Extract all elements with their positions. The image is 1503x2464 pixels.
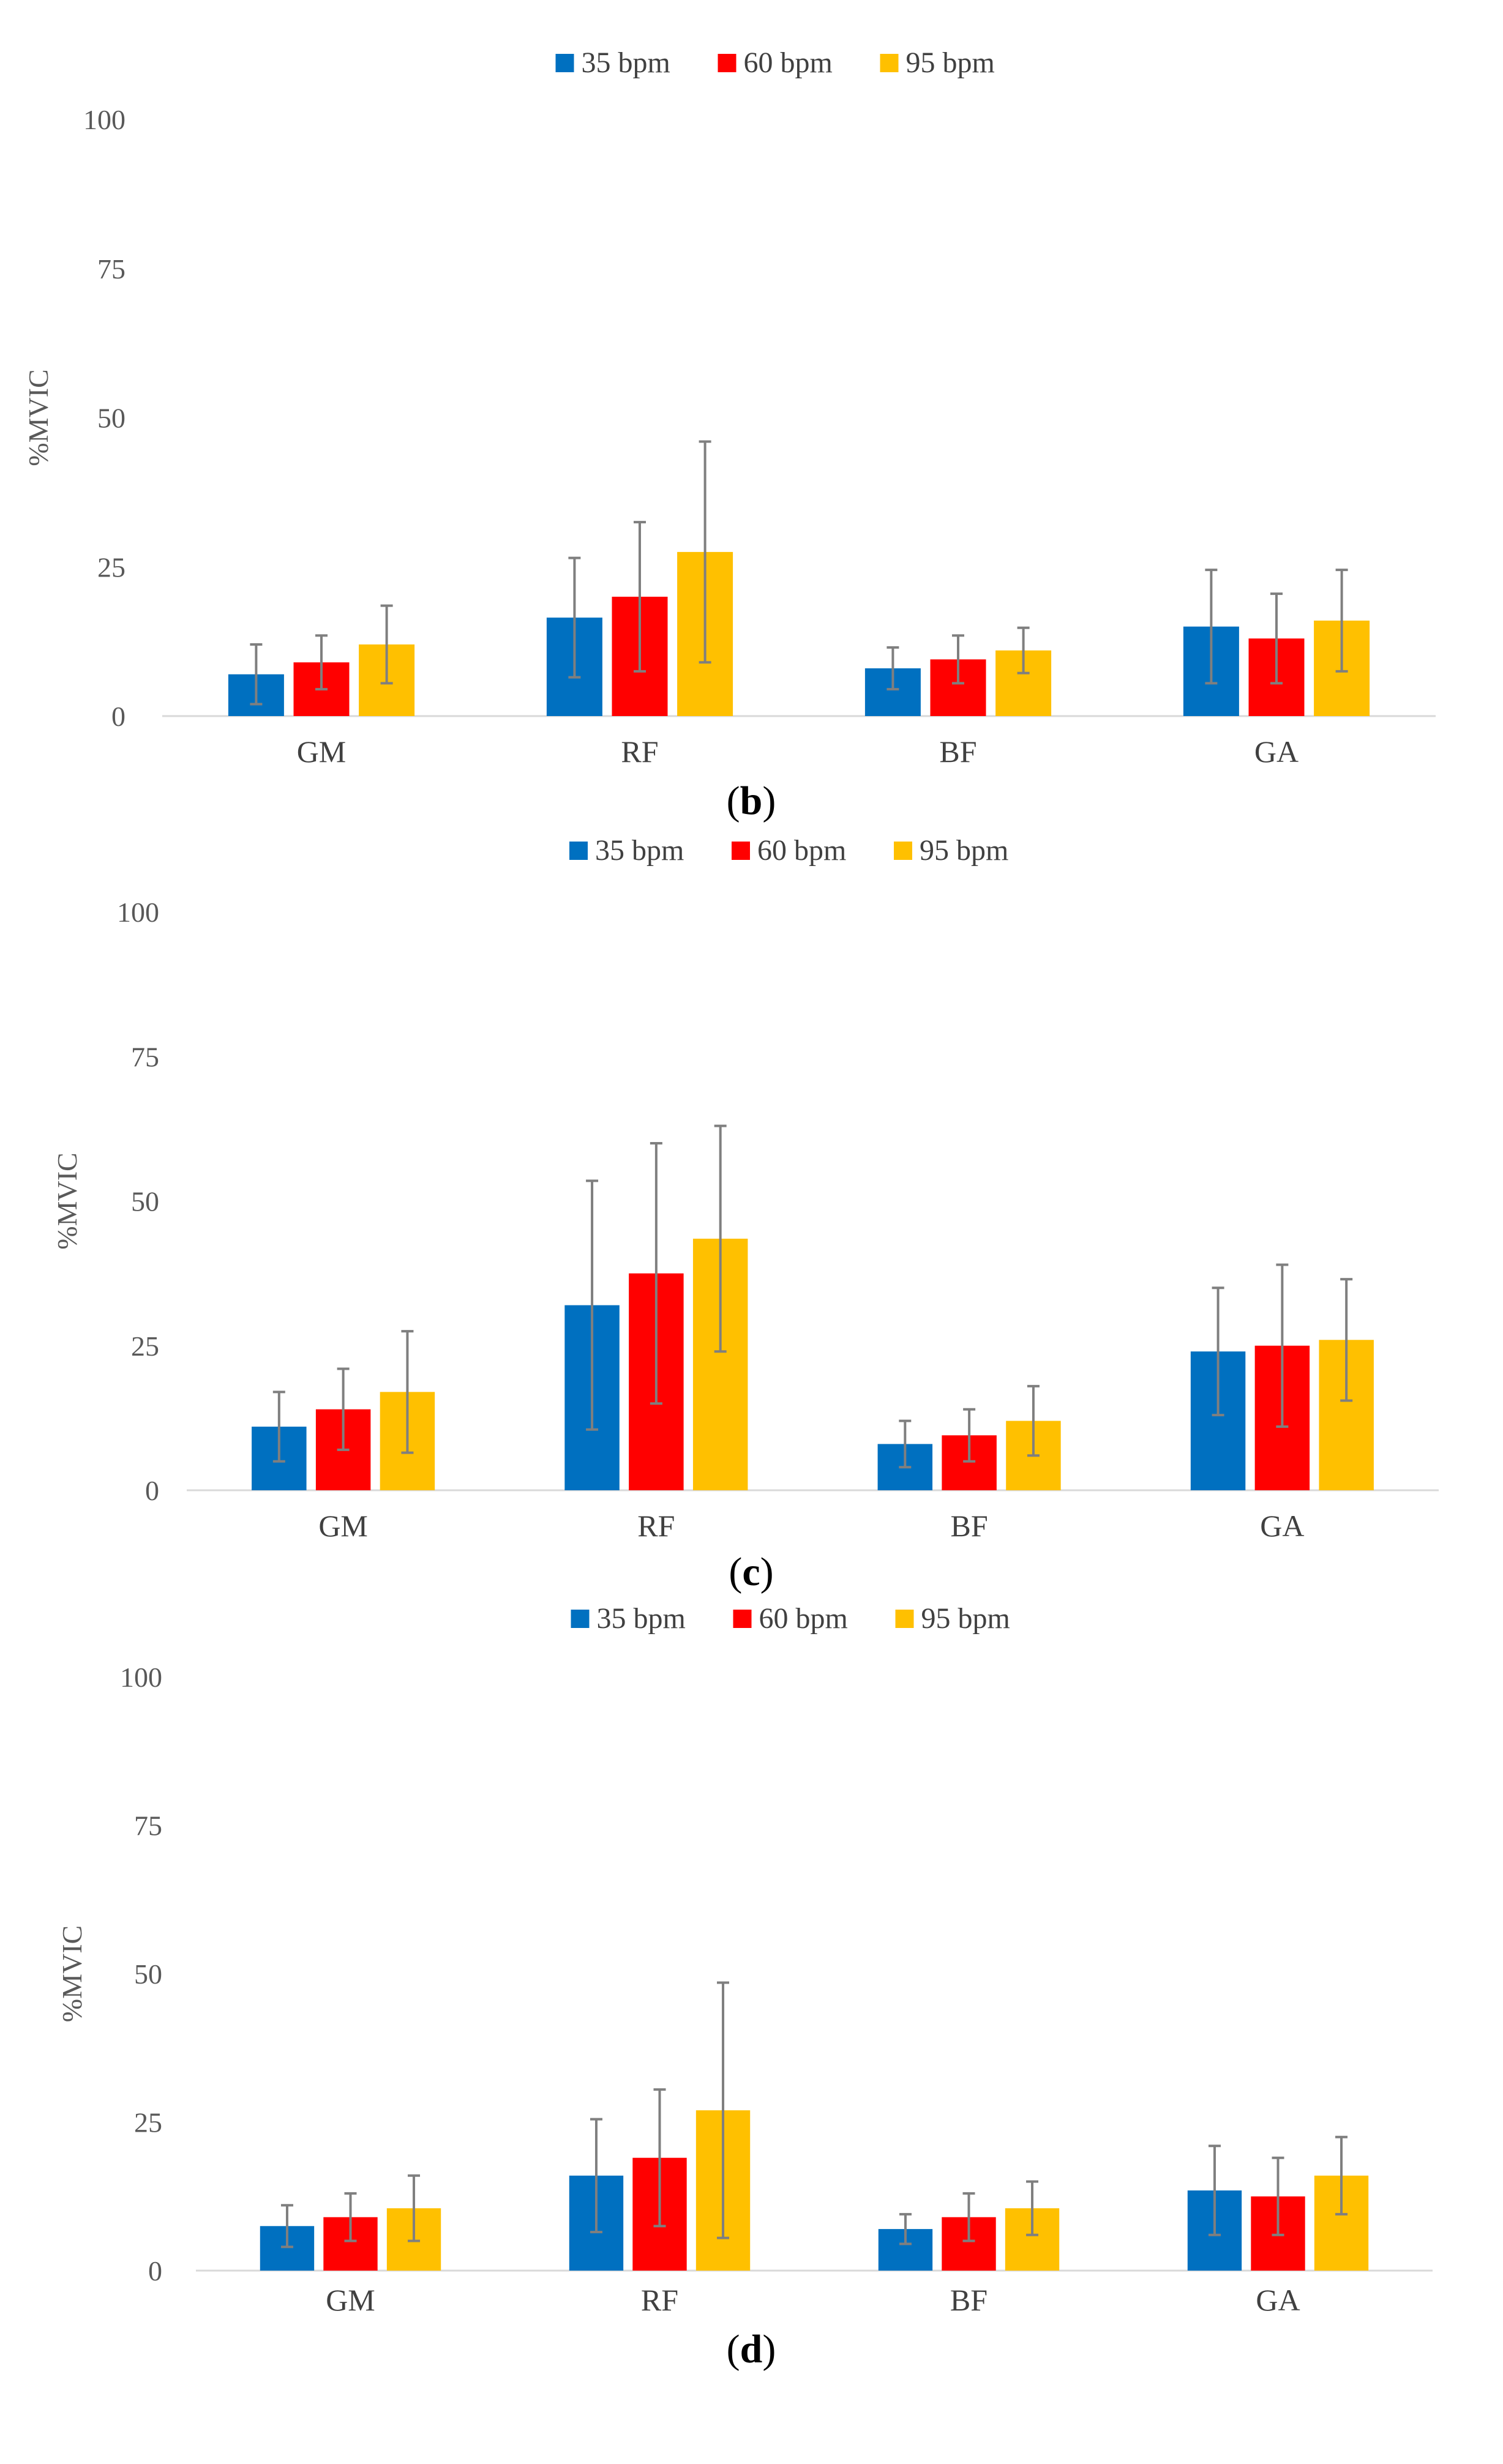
chart-panel-d: 35 bpm 60 bpm 95 bpm 0 25 50 75 100 %MVIC GM RF BF G… xyxy=(56,1602,1433,2372)
legend-swatch-2 xyxy=(733,1610,752,1628)
legend-label-2: 60 bpm xyxy=(744,47,833,79)
x-category-label: GM xyxy=(318,1509,368,1543)
x-category-label: RF xyxy=(621,734,658,769)
x-category-label: GA xyxy=(1260,1509,1304,1543)
y-tick-label: 50 xyxy=(97,403,126,434)
legend-swatch-3 xyxy=(880,54,899,72)
y-axis-label: %MVIC xyxy=(51,1152,83,1249)
x-category-label: GM xyxy=(326,2283,375,2317)
panel-label: (c) xyxy=(729,1550,773,1594)
x-category-label: BF xyxy=(951,1509,988,1543)
legend-label-3: 95 bpm xyxy=(921,1602,1010,1635)
y-tick-label: 100 xyxy=(83,104,126,135)
legend-swatch-3 xyxy=(894,842,912,860)
y-tick-label: 50 xyxy=(134,1958,162,1990)
x-category-label: BF xyxy=(939,734,976,769)
legend-label-2: 60 bpm xyxy=(757,834,846,867)
panel-label: (d) xyxy=(727,2327,776,2372)
legend-swatch-1 xyxy=(569,842,588,860)
y-tick-label: 25 xyxy=(134,2107,162,2138)
legend-label-1: 35 bpm xyxy=(582,47,670,79)
y-tick-label: 0 xyxy=(111,701,126,732)
legend-swatch-1 xyxy=(555,54,574,72)
legend-label-2: 60 bpm xyxy=(759,1602,848,1635)
legend-label-1: 35 bpm xyxy=(597,1602,686,1635)
y-tick-label: 75 xyxy=(131,1041,159,1072)
y-tick-label: 0 xyxy=(148,2255,162,2287)
legend-swatch-2 xyxy=(732,842,750,860)
chart-panel-b: 35 bpm 60 bpm 95 bpm 0 25 50 75 100 %MVIC GM RF BF G… xyxy=(23,47,1436,823)
panel-label: (b) xyxy=(727,778,776,823)
legend-label-3: 95 bpm xyxy=(920,834,1008,867)
y-axis-label: %MVIC xyxy=(23,369,54,466)
x-category-label: GA xyxy=(1254,734,1299,769)
x-category-label: GM xyxy=(297,734,347,769)
y-axis-label: %MVIC xyxy=(56,1925,88,2022)
legend-swatch-3 xyxy=(895,1610,914,1628)
x-category-label: RF xyxy=(641,2283,678,2317)
y-tick-label: 25 xyxy=(131,1331,159,1362)
legend-label-1: 35 bpm xyxy=(595,834,684,867)
y-tick-label: 100 xyxy=(120,1662,162,1693)
y-tick-label: 75 xyxy=(97,253,126,285)
y-tick-label: 25 xyxy=(97,551,126,583)
chart-panel-c: 35 bpm 60 bpm 95 bpm 0 25 50 75 100 %MVIC GM RF BF G… xyxy=(51,834,1439,1594)
x-category-label: GA xyxy=(1256,2283,1300,2317)
y-tick-label: 0 xyxy=(145,1475,159,1506)
legend-label-3: 95 bpm xyxy=(906,47,995,79)
x-category-label: BF xyxy=(950,2283,988,2317)
y-tick-label: 50 xyxy=(131,1186,159,1217)
y-tick-label: 100 xyxy=(117,897,159,928)
legend-swatch-1 xyxy=(571,1610,590,1628)
x-category-label: RF xyxy=(637,1509,675,1543)
legend-swatch-2 xyxy=(718,54,737,72)
y-tick-label: 75 xyxy=(134,1810,162,1842)
